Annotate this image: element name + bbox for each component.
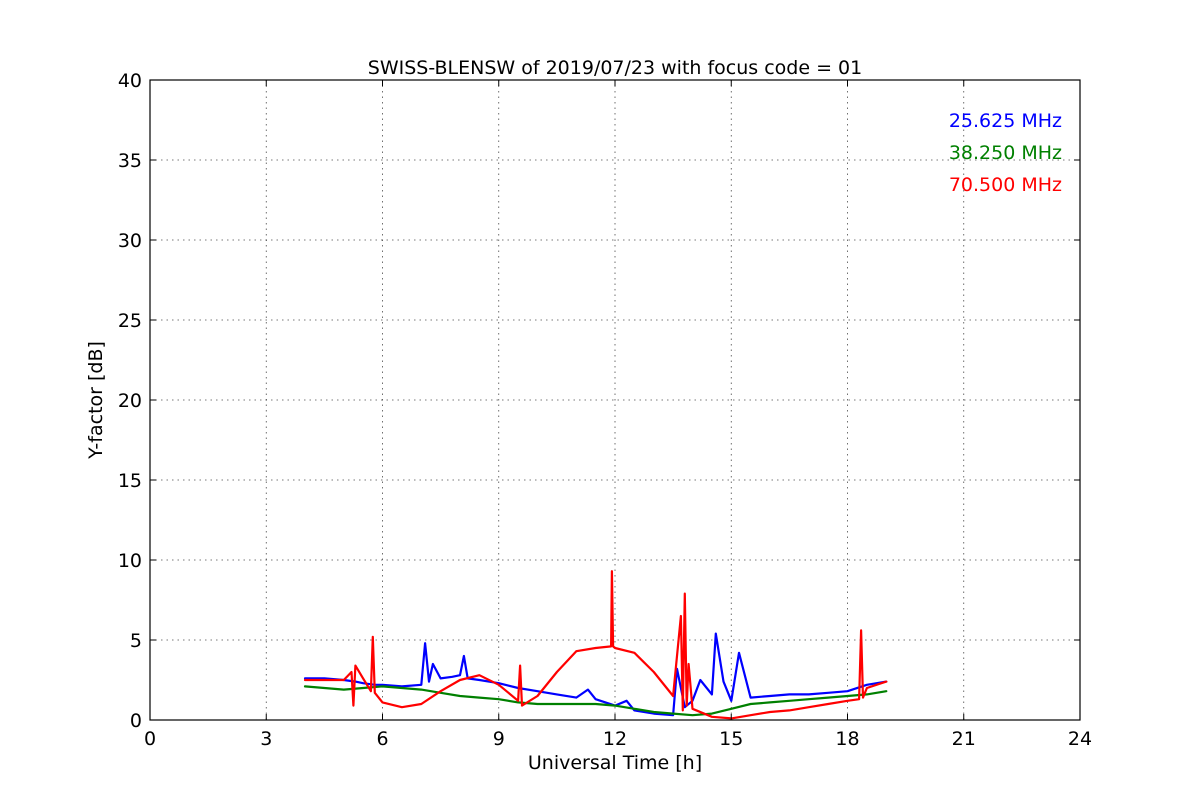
ticks (149, 79, 1081, 721)
y-tick-label: 10 (118, 550, 142, 572)
y-axis-label: Y-factor [dB] (85, 341, 107, 460)
y-tick-label: 20 (118, 390, 142, 412)
x-axis-label: Universal Time [h] (528, 752, 702, 774)
y-tick-label: 0 (130, 710, 142, 732)
x-tick-label: 3 (260, 728, 272, 750)
legend-entry: 25.625 MHz (949, 110, 1062, 132)
legend-entry: 38.250 MHz (949, 142, 1062, 164)
series-line (303, 632, 888, 717)
x-tick-label: 12 (603, 728, 627, 750)
x-tick-label: 21 (952, 728, 976, 750)
x-tick-label: 0 (144, 728, 156, 750)
y-tick-label: 35 (118, 150, 142, 172)
x-tick-label: 15 (719, 728, 743, 750)
x-tick-label: 24 (1068, 728, 1092, 750)
chart-title: SWISS-BLENSW of 2019/07/23 with focus co… (368, 57, 862, 79)
y-tick-label: 5 (130, 630, 142, 652)
legend: 25.625 MHz 38.250 MHz 70.500 MHz (949, 110, 1062, 196)
x-tick-label: 9 (493, 728, 505, 750)
tick-labels: 0 3 6 9 12 15 18 21 24 0 5 10 15 20 25 30 35 40 (118, 70, 1092, 750)
series-line (303, 570, 888, 720)
series-layer (303, 570, 888, 720)
series-line (303, 685, 888, 717)
grid (150, 80, 1080, 720)
y-tick-label: 15 (118, 470, 142, 492)
y-tick-label: 40 (118, 70, 142, 92)
x-tick-label: 18 (835, 728, 859, 750)
legend-entry: 70.500 MHz (949, 174, 1062, 196)
y-tick-label: 30 (118, 230, 142, 252)
y-tick-label: 25 (118, 310, 142, 332)
x-tick-label: 6 (376, 728, 388, 750)
